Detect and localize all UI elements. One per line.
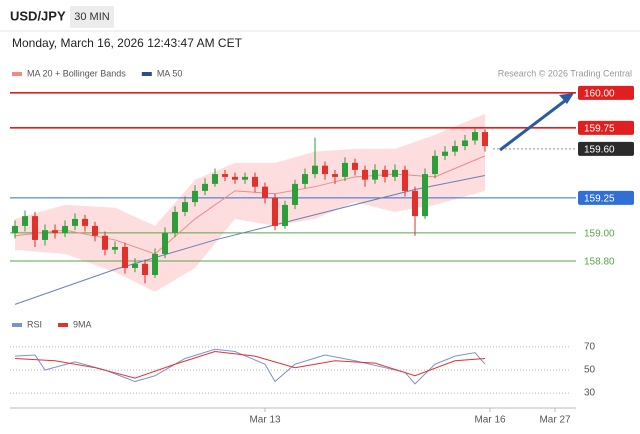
level-label: 159.25 <box>584 194 615 205</box>
legend-swatch <box>141 72 152 76</box>
candle-body <box>432 155 438 175</box>
candle-body <box>232 176 238 180</box>
bollinger-band <box>15 113 485 292</box>
x-tick-label: Mar 16 <box>474 415 506 426</box>
candle-body <box>372 169 378 180</box>
candle-body <box>442 151 448 156</box>
candle-body <box>482 132 488 147</box>
rsi-line <box>14 351 486 379</box>
chart-title: USD/JPY <box>10 8 66 23</box>
candle-body <box>402 169 408 191</box>
candle-body <box>192 190 198 203</box>
rsi-line <box>14 348 486 385</box>
y-tick-label: 70 <box>584 342 596 353</box>
candle-body <box>142 263 148 275</box>
level-label: 159.00 <box>584 229 615 240</box>
forecast-arrow <box>499 98 567 152</box>
candle-body <box>82 218 88 226</box>
interval: 30 MIN <box>74 11 110 23</box>
candle-body <box>472 132 478 141</box>
legend-label: RSI <box>27 319 42 329</box>
level-box <box>578 190 634 205</box>
candle-body <box>422 174 428 217</box>
candle-body <box>212 174 218 184</box>
candle-body <box>52 230 58 233</box>
candle-body <box>12 225 18 233</box>
level-box <box>578 120 634 135</box>
legend-label: MA 20 + Bollinger Bands <box>27 68 126 78</box>
candle-body <box>252 176 258 187</box>
level-label: 160.00 <box>584 88 615 99</box>
candle-body <box>462 140 468 147</box>
candle-body <box>242 176 248 180</box>
legend-label: MA 50 <box>157 68 183 78</box>
candle-body <box>392 169 398 177</box>
candle-body <box>322 165 328 175</box>
y-tick-label: 30 <box>584 388 596 399</box>
x-tick-label: Mar 13 <box>249 415 281 426</box>
candle-body <box>172 211 178 233</box>
candle-body <box>202 183 208 191</box>
candle-body <box>42 230 48 240</box>
candle-body <box>262 186 268 198</box>
candle-body <box>292 183 298 205</box>
candle-body <box>412 190 418 217</box>
candle-body <box>382 169 388 177</box>
candle-body <box>352 162 358 170</box>
legend-swatch <box>58 323 69 327</box>
candle-body <box>122 246 128 268</box>
level-label: 159.60 <box>584 145 615 156</box>
candle-body <box>112 246 118 250</box>
candle-body <box>222 174 228 177</box>
candle-body <box>302 174 308 184</box>
candle-body <box>362 169 368 180</box>
x-tick-label: Mar 27 <box>539 415 571 426</box>
candle-body <box>102 235 108 250</box>
subtitle: Monday, March 16, 2026 12:43:47 AM CET <box>12 36 243 50</box>
level-box <box>578 141 634 156</box>
candle-body <box>92 225 98 236</box>
candle-body <box>62 225 68 233</box>
candle-body <box>182 202 188 212</box>
level-label: 158.80 <box>584 257 615 268</box>
candle-body <box>332 174 338 177</box>
candle-body <box>162 232 168 254</box>
candle-body <box>72 218 78 226</box>
candle-body <box>22 216 28 226</box>
candle-body <box>342 162 348 177</box>
legend-label: 9MA <box>73 319 92 329</box>
y-tick-label: 50 <box>584 365 596 376</box>
legend-swatch <box>12 72 22 76</box>
level-box <box>578 85 634 100</box>
legend-swatch <box>12 323 22 327</box>
candle-body <box>282 204 288 226</box>
candle-body <box>272 197 278 226</box>
candle-body <box>452 146 458 152</box>
interval-badge <box>70 6 114 28</box>
forecast-arrowhead <box>559 93 574 104</box>
candle-body <box>152 253 158 275</box>
candle-body <box>132 263 138 268</box>
level-label: 159.75 <box>584 123 615 134</box>
candle-body <box>32 216 38 240</box>
candle-body <box>312 165 318 175</box>
source: Research © 2026 Trading Central <box>498 68 632 78</box>
